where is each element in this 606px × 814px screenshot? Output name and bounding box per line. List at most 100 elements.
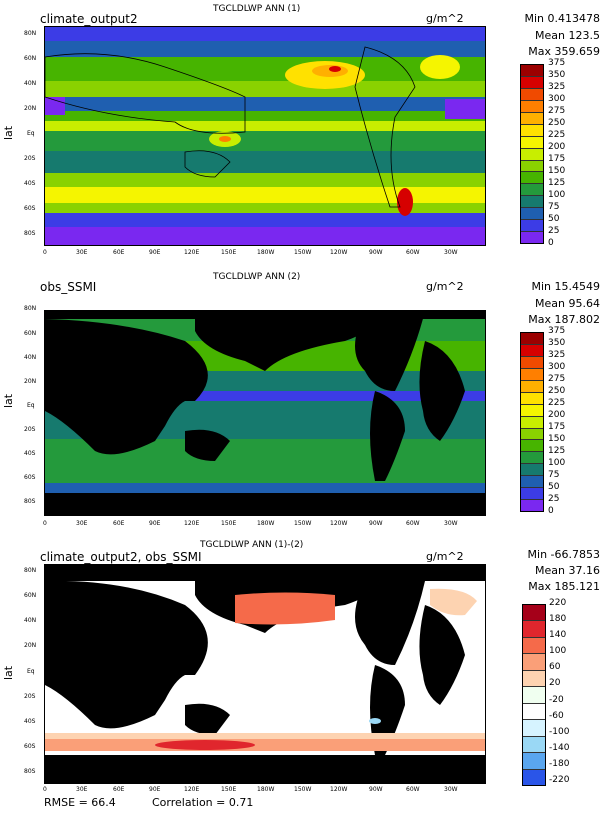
colorbar-label: 25 xyxy=(548,226,560,236)
stat-min: Min -66.7853 xyxy=(527,548,600,561)
y-tick: 80S xyxy=(24,230,36,237)
colorbar-label: -100 xyxy=(549,727,570,737)
colorbar-label: 125 xyxy=(548,178,566,188)
y-axis-label: lat xyxy=(2,665,15,680)
units-label: g/m^2 xyxy=(426,280,464,293)
colorbar-label: 100 xyxy=(549,646,567,656)
colorbar-label: 350 xyxy=(548,338,566,348)
x-tick: 120E xyxy=(184,520,200,527)
y-tick: 20N xyxy=(24,378,37,385)
x-tick: 60W xyxy=(406,520,420,527)
correlation-label: Correlation = 0.71 xyxy=(152,796,254,809)
colorbar-label: 300 xyxy=(548,362,566,372)
x-tick: 150E xyxy=(221,786,237,793)
colorbar-label: 250 xyxy=(548,386,566,396)
colorbar-label: 75 xyxy=(548,202,560,212)
x-tick: 30E xyxy=(76,786,88,793)
case-label: climate_output2 xyxy=(40,12,138,26)
x-tick: 60E xyxy=(113,520,125,527)
x-tick: 180W xyxy=(257,249,275,256)
colorbar-label: 25 xyxy=(548,494,560,504)
y-tick: 20S xyxy=(24,426,36,433)
y-tick: Eq xyxy=(27,130,35,137)
x-tick: 0 xyxy=(43,249,47,256)
x-tick: 60W xyxy=(406,249,420,256)
panel-title: TGCLDLWP ANN (2) xyxy=(213,272,301,282)
y-tick: 20N xyxy=(24,642,37,649)
colorbar-label: 50 xyxy=(548,214,560,224)
stat-max: Max 185.121 xyxy=(528,580,600,593)
colorbar-label: 0 xyxy=(548,506,554,516)
y-tick: 20S xyxy=(24,155,36,162)
x-tick: 0 xyxy=(43,520,47,527)
colorbar-label: -20 xyxy=(549,695,564,705)
y-tick: 20N xyxy=(24,105,37,112)
colorbar-label: 60 xyxy=(549,662,561,672)
y-tick: 80S xyxy=(24,768,36,775)
stat-max: Max 359.659 xyxy=(528,45,600,58)
colorbar-label: 325 xyxy=(548,82,566,92)
x-tick: 30E xyxy=(76,520,88,527)
y-tick: 80N xyxy=(24,567,37,574)
x-tick: 150W xyxy=(294,249,312,256)
colorbar-label: -140 xyxy=(549,743,570,753)
stat-max: Max 187.802 xyxy=(528,313,600,326)
map-obs xyxy=(44,310,486,516)
y-tick: 80S xyxy=(24,498,36,505)
y-tick: 60S xyxy=(24,743,36,750)
x-tick: 150E xyxy=(221,520,237,527)
y-tick: 60S xyxy=(24,205,36,212)
colorbar-label: 275 xyxy=(548,374,566,384)
colorbar-label: 100 xyxy=(548,458,566,468)
colorbar-label: 200 xyxy=(548,410,566,420)
x-tick: 60E xyxy=(113,786,125,793)
x-tick: 120E xyxy=(184,249,200,256)
colorbar-label: -60 xyxy=(549,711,564,721)
y-tick: 40N xyxy=(24,617,37,624)
x-tick: 30E xyxy=(76,249,88,256)
x-tick: 30W xyxy=(444,786,458,793)
colorbar-label: 300 xyxy=(548,94,566,104)
x-tick: 120E xyxy=(184,786,200,793)
colorbar-label: 100 xyxy=(548,190,566,200)
colorbar-label: -220 xyxy=(549,775,570,785)
y-tick: 60N xyxy=(24,592,37,599)
colorbar-label: 225 xyxy=(548,130,566,140)
y-tick: 60N xyxy=(24,55,37,62)
colorbar-label: 150 xyxy=(548,166,566,176)
case-label: climate_output2, obs_SSMI xyxy=(40,550,202,564)
x-tick: 120W xyxy=(330,786,348,793)
colorbar-label: 175 xyxy=(548,154,566,164)
y-tick: 60S xyxy=(24,474,36,481)
x-tick: 150W xyxy=(294,520,312,527)
map-model xyxy=(44,26,486,246)
colorbar xyxy=(522,604,546,786)
x-tick: 0 xyxy=(43,786,47,793)
colorbar-label: 275 xyxy=(548,106,566,116)
colorbar-label: -180 xyxy=(549,759,570,769)
panel-model: TGCLDLWP ANN (1) climate_output2 g/m^2 M… xyxy=(0,0,606,262)
colorbar-label: 325 xyxy=(548,350,566,360)
colorbar-label: 225 xyxy=(548,398,566,408)
colorbar-label: 150 xyxy=(548,434,566,444)
panel-diff: TGCLDLWP ANN (1)-(2) climate_output2, ob… xyxy=(0,538,606,814)
x-tick: 180W xyxy=(257,786,275,793)
y-tick: 60N xyxy=(24,330,37,337)
x-tick: 90E xyxy=(149,520,161,527)
x-tick: 90W xyxy=(369,520,383,527)
map-diff xyxy=(44,564,486,784)
x-tick: 90E xyxy=(149,786,161,793)
y-axis-label: lat xyxy=(2,393,15,408)
y-tick: 40N xyxy=(24,354,37,361)
x-tick: 120W xyxy=(330,249,348,256)
colorbar-label: 140 xyxy=(549,630,567,640)
y-tick: 80N xyxy=(24,305,37,312)
colorbar-label: 125 xyxy=(548,446,566,456)
x-tick: 90E xyxy=(149,249,161,256)
colorbar-label: 350 xyxy=(548,70,566,80)
x-tick: 120W xyxy=(330,520,348,527)
x-tick: 90W xyxy=(369,249,383,256)
colorbar-label: 0 xyxy=(548,238,554,248)
colorbar-label: 200 xyxy=(548,142,566,152)
colorbar xyxy=(520,332,544,512)
